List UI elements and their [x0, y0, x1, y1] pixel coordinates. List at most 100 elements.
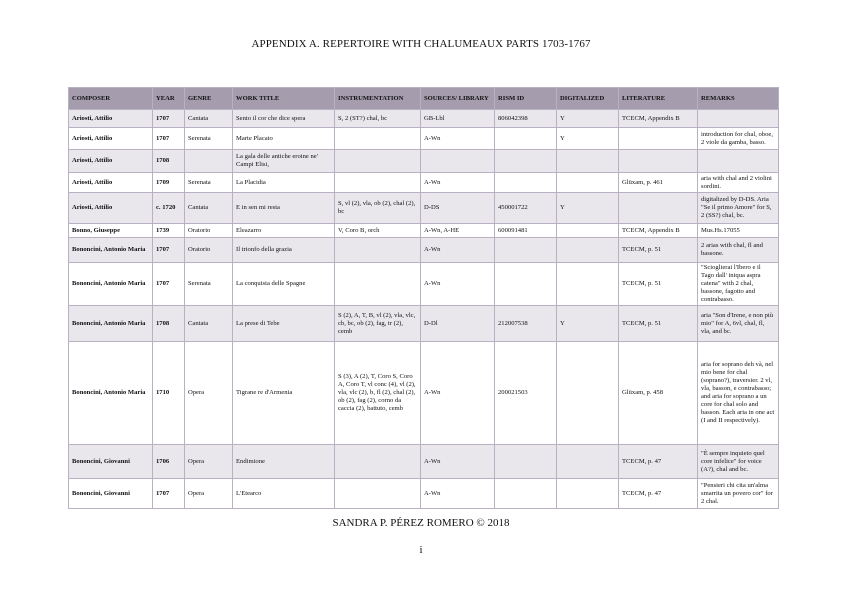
- table-cell: Cantata: [184, 192, 233, 224]
- table-cell: TCECM, Appendix B: [618, 223, 698, 238]
- table-row: Bononcini, Antonio Maria 1710 Opera Tigrane…: [68, 341, 779, 445]
- table-cell: [556, 223, 619, 238]
- table-cell: 450001722: [494, 192, 557, 224]
- table-cell: La gala delle antiche eroine ne' Campi E…: [232, 149, 335, 173]
- table-cell: Marte Placato: [232, 127, 335, 150]
- table-cell: S, vl (2), vla, ob (2), chal (2), bc: [334, 192, 421, 224]
- table-row: Bononcini, Antonio Maria 1707 Serenata La c…: [68, 262, 779, 306]
- table-cell: Glüxam, p. 458: [618, 341, 698, 445]
- table-row: Ariosti, Attilio 1707 Serenata Marte Placat…: [68, 127, 779, 150]
- table-cell: Serenata: [184, 127, 233, 150]
- column-header: YEAR: [152, 87, 185, 110]
- table-cell: 1707: [152, 478, 185, 509]
- table-cell: aria "Son d'Irene, e non più mio" for A,…: [697, 305, 779, 342]
- table-cell: A-Wn: [420, 237, 495, 263]
- table-cell: La conquista delle Spagne: [232, 262, 335, 306]
- table-cell: [184, 149, 233, 173]
- table-cell: Endimione: [232, 444, 335, 479]
- table-cell: [334, 444, 421, 479]
- table-cell: A-Wn: [420, 478, 495, 509]
- table-header-row: COMPOSER YEAR GENRE WORK TITLE INSTRUMENTATI…: [68, 87, 779, 110]
- table-cell: [618, 192, 698, 224]
- footer-author: SANDRA P. PÉREZ ROMERO © 2018: [332, 517, 510, 529]
- table-cell: aria with chal and 2 violini sordini.: [697, 172, 779, 193]
- column-header: GENRE: [184, 87, 233, 110]
- table-cell: [334, 478, 421, 509]
- table-cell: "È sempre inquieto quel core infelice" f…: [697, 444, 779, 479]
- table-cell: Ariosti, Attilio: [68, 127, 153, 150]
- table-cell: [494, 172, 557, 193]
- table-row: Bononcini, Antonio Maria 1708 Cantata La pr…: [68, 305, 779, 342]
- table-cell: Opera: [184, 341, 233, 445]
- table-cell: L'Etearco: [232, 478, 335, 509]
- table-cell: A-Wn: [420, 444, 495, 479]
- table-cell: 1706: [152, 444, 185, 479]
- table-cell: [334, 262, 421, 306]
- table-cell: Oratorio: [184, 237, 233, 263]
- table-cell: Bonno, Giuseppe: [68, 223, 153, 238]
- column-header: LITERATURE: [618, 87, 698, 110]
- table-cell: Ariosti, Attilio: [68, 109, 153, 128]
- table-cell: Tigrane re d'Armenia: [232, 341, 335, 445]
- table-cell: TCECM, p. 47: [618, 444, 698, 479]
- table-cell: digitalized by D-DS. Aria "Se il primo A…: [697, 192, 779, 224]
- table-cell: D-DS: [420, 192, 495, 224]
- table-cell: Bononcini, Antonio Maria: [68, 341, 153, 445]
- table-cell: [494, 127, 557, 150]
- table-cell: 1707: [152, 127, 185, 150]
- column-header: DIGITALIZED: [556, 87, 619, 110]
- table-cell: [556, 478, 619, 509]
- column-header: INSTRUMENTATION: [334, 87, 421, 110]
- table-cell: [420, 149, 495, 173]
- table-cell: E in sen mi resta: [232, 192, 335, 224]
- table-cell: Glüxam, p. 461: [618, 172, 698, 193]
- table-cell: [334, 172, 421, 193]
- table-cell: A-Wn: [420, 172, 495, 193]
- table-cell: "Scioglierai l'Ibero e il Tago dall' ini…: [697, 262, 779, 306]
- table-cell: [334, 149, 421, 173]
- table-cell: 1709: [152, 172, 185, 193]
- table-cell: [697, 149, 779, 173]
- table-row: Ariosti, Attilio 1707 Cantata Sento il cor …: [68, 109, 779, 128]
- table-cell: La prese di Tebe: [232, 305, 335, 342]
- table-cell: Serenata: [184, 262, 233, 306]
- table-cell: A-Wn: [420, 127, 495, 150]
- table-cell: Il trionfo della grazia: [232, 237, 335, 263]
- table-cell: Y: [556, 109, 619, 128]
- table-cell: Bononcini, Antonio Maria: [68, 237, 153, 263]
- table-cell: Ariosti, Attilio: [68, 172, 153, 193]
- table-cell: [494, 262, 557, 306]
- table-cell: c. 1720: [152, 192, 185, 224]
- table-cell: [494, 478, 557, 509]
- column-header: SOURCES/ LIBRARY: [420, 87, 495, 110]
- table-cell: [556, 149, 619, 173]
- table-cell: Opera: [184, 478, 233, 509]
- table-cell: 1710: [152, 341, 185, 445]
- table-cell: [618, 149, 698, 173]
- table-cell: 806042398: [494, 109, 557, 128]
- table-cell: Cantata: [184, 305, 233, 342]
- table-cell: Eleazarro: [232, 223, 335, 238]
- table-cell: Serenata: [184, 172, 233, 193]
- table-cell: S (2), A, T, B, vl (2), vla, vlc, cb, bc…: [334, 305, 421, 342]
- table-cell: Sento il cor che dice spera: [232, 109, 335, 128]
- column-header: WORK TITLE: [232, 87, 335, 110]
- table-cell: S, 2 (ST?) chal, bc: [334, 109, 421, 128]
- table-cell: Ariosti, Attilio: [68, 149, 153, 173]
- repertoire-table: COMPOSER YEAR GENRE WORK TITLE INSTRUMENTATI…: [68, 87, 779, 509]
- table-row: Bonno, Giuseppe 1739 Oratorio Eleazarro V, C…: [68, 223, 779, 238]
- table-cell: Mus.Hs.17055: [697, 223, 779, 238]
- table-cell: [556, 237, 619, 263]
- table-cell: Opera: [184, 444, 233, 479]
- table-cell: Bononcini, Antonio Maria: [68, 262, 153, 306]
- column-header: RISM ID: [494, 87, 557, 110]
- table-cell: La Placidia: [232, 172, 335, 193]
- table-cell: [556, 262, 619, 306]
- table-row: Ariosti, Attilio 1708 La gala delle antich…: [68, 149, 779, 173]
- table-cell: "Pensieri chi cita un'alma smarrita un p…: [697, 478, 779, 509]
- table-cell: [556, 341, 619, 445]
- table-cell: TCECM, p. 47: [618, 478, 698, 509]
- table-cell: aria for soprano deh và, nel mio bene fo…: [697, 341, 779, 445]
- table-row: Bononcini, Giovanni 1707 Opera L'Etearco A-W…: [68, 478, 779, 509]
- table-cell: [334, 237, 421, 263]
